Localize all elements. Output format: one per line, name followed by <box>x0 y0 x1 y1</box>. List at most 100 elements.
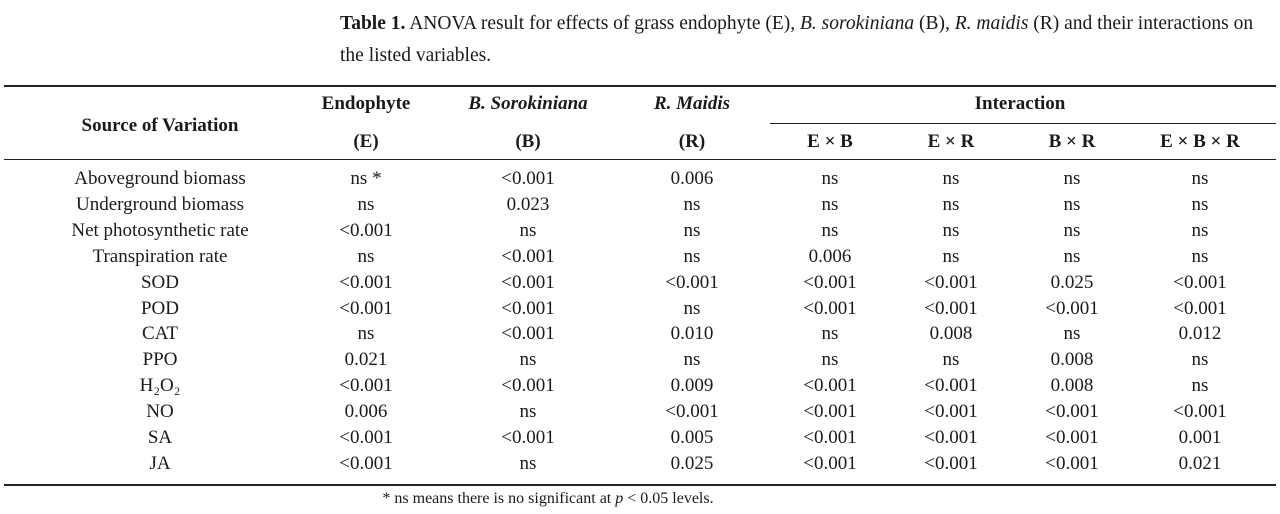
row-value: ns <box>1063 323 1081 345</box>
row-value: <0.001 <box>501 271 555 293</box>
footnote-text: * ns means there is no significant at <box>382 490 616 507</box>
row-variable: SOD <box>140 271 180 293</box>
row-value: <0.001 <box>1173 297 1227 319</box>
row-value: <0.001 <box>924 427 978 448</box>
row-value: <0.001 <box>501 168 555 189</box>
row-value: ns <box>1063 168 1081 189</box>
row-variable: H₂O₂ <box>139 375 181 397</box>
row-value: ns <box>821 219 839 241</box>
row-value: <0.001 <box>924 297 978 319</box>
row-value: <0.001 <box>339 297 393 319</box>
row-value: 0.006 <box>670 168 714 189</box>
row-variable: SA <box>147 427 173 448</box>
row-variable: CAT <box>142 323 178 345</box>
row-value: ns <box>821 323 839 345</box>
row-value: 0.008 <box>929 323 973 345</box>
row-variable: Transpiration rate <box>92 245 228 267</box>
row-variable: NO <box>146 401 174 423</box>
header-ExB: E × B <box>807 131 853 152</box>
row-value: <0.001 <box>339 375 393 397</box>
row-value: 0.006 <box>808 245 852 267</box>
row-value: 0.009 <box>670 375 714 397</box>
row-value: <0.001 <box>665 271 719 293</box>
header-r-abbr: (R) <box>678 131 706 152</box>
row-value: 0.008 <box>1050 349 1094 371</box>
row-value: <0.001 <box>803 427 857 448</box>
caption-label: Table 1. <box>340 13 406 34</box>
row-variable: Underground biomass <box>76 193 244 215</box>
header-endophyte-abbr: (E) <box>353 131 379 152</box>
row-value: ns <box>357 323 375 345</box>
row-variable: Aboveground biomass <box>74 168 246 189</box>
row-value: <0.001 <box>803 452 857 474</box>
row-value: 0.005 <box>670 427 714 448</box>
row-value: ns * <box>350 168 382 189</box>
row-value: <0.001 <box>924 375 978 397</box>
row-value: ns <box>942 168 960 189</box>
caption-species-b: B. sorokiniana <box>800 13 915 34</box>
row-value: <0.001 <box>1045 452 1099 474</box>
header-rule <box>4 159 1276 160</box>
row-value: ns <box>357 193 375 215</box>
row-value: ns <box>519 349 537 371</box>
row-value: ns <box>1063 245 1081 267</box>
row-value: ns <box>519 452 537 474</box>
row-value: <0.001 <box>1045 297 1099 319</box>
row-value: <0.001 <box>803 271 857 293</box>
header-source: Source of Variation <box>81 115 239 136</box>
row-value: 0.010 <box>670 323 714 345</box>
row-value: ns <box>942 193 960 215</box>
row-value: 0.012 <box>1178 323 1222 345</box>
caption-species-r: R. maidis <box>954 13 1029 34</box>
row-value: <0.001 <box>803 297 857 319</box>
header-ExR: E × R <box>927 131 975 152</box>
row-value: 0.001 <box>1178 427 1222 448</box>
row-value: <0.001 <box>339 219 393 241</box>
row-value: 0.021 <box>344 349 388 371</box>
footnote-p: p <box>615 490 624 507</box>
header-b-sorokiniana: B. Sorokiniana <box>468 93 588 114</box>
row-value: ns <box>683 219 701 241</box>
row-value: <0.001 <box>1173 401 1227 423</box>
table-footnote: * ns means there is no significant at p … <box>0 490 1096 508</box>
row-variable: Net photosynthetic rate <box>71 219 249 241</box>
row-value: <0.001 <box>665 401 719 423</box>
header-endophyte: Endophyte <box>321 93 411 114</box>
header-ExBxR: E × B × R <box>1160 131 1240 152</box>
table-caption: Table 1. ANOVA result for effects of gra… <box>340 8 1275 72</box>
row-value: ns <box>519 401 537 423</box>
row-value: <0.001 <box>803 401 857 423</box>
row-value: ns <box>1191 375 1209 397</box>
bottom-rule <box>4 484 1276 486</box>
header-BxR: B × R <box>1048 131 1096 152</box>
row-value: ns <box>1191 168 1209 189</box>
row-value: ns <box>942 349 960 371</box>
row-value: <0.001 <box>924 401 978 423</box>
top-rule <box>4 85 1276 87</box>
row-value: <0.001 <box>339 271 393 293</box>
row-value: <0.001 <box>501 427 555 448</box>
row-value: 0.021 <box>1178 452 1222 474</box>
row-value: <0.001 <box>339 427 393 448</box>
row-variable: POD <box>140 297 180 319</box>
row-value: <0.001 <box>501 245 555 267</box>
header-b-abbr: (B) <box>515 131 541 152</box>
row-value: 0.023 <box>506 193 550 215</box>
caption-text: ANOVA result for effects of grass endoph… <box>405 13 800 34</box>
row-value: ns <box>942 219 960 241</box>
row-value: <0.001 <box>501 297 555 319</box>
row-value: ns <box>683 297 701 319</box>
row-value: ns <box>821 168 839 189</box>
row-value: <0.001 <box>1045 427 1099 448</box>
row-value: ns <box>683 245 701 267</box>
row-value: <0.001 <box>803 375 857 397</box>
header-interaction: Interaction <box>974 93 1066 114</box>
row-value: ns <box>683 193 701 215</box>
header-r-maidis: R. Maidis <box>653 93 731 114</box>
row-value: ns <box>1063 219 1081 241</box>
row-value: <0.001 <box>924 271 978 293</box>
row-value: 0.025 <box>1050 271 1094 293</box>
row-value: 0.008 <box>1050 375 1094 397</box>
row-value: ns <box>1063 193 1081 215</box>
caption-text: (B), <box>914 13 955 34</box>
